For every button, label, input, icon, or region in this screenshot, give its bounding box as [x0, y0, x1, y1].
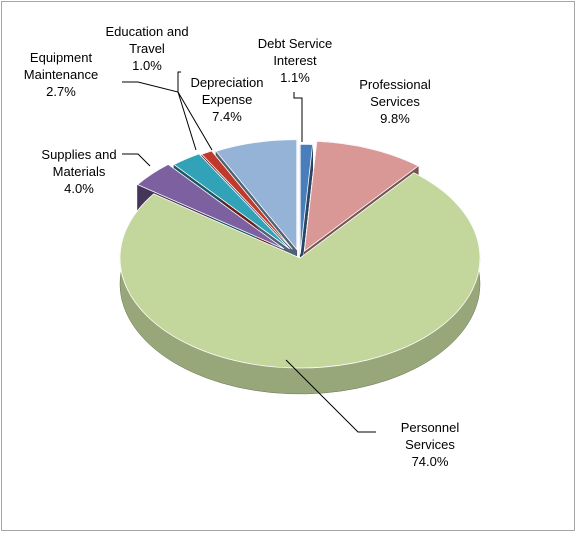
- slice-label-percent: 74.0%: [411, 454, 449, 469]
- slice-label-percent: 9.8%: [380, 111, 410, 126]
- slice-label-equipment-maintenance: Equipment Maintenance 2.7%: [6, 49, 116, 100]
- slice-label-name: Supplies and: [41, 147, 117, 162]
- slice-label-supplies-and-materials: Supplies and Materials 4.0%: [24, 146, 134, 197]
- slice-label-name: Personnel: [400, 420, 460, 435]
- slice-label-percent: 2.7%: [46, 84, 76, 99]
- leader-line-debt: [293, 92, 303, 142]
- pie-slice-equip: [173, 153, 290, 250]
- pie-slices: [119, 139, 481, 369]
- slice-label-name: Materials: [52, 164, 106, 179]
- slice-label-percent: 7.4%: [212, 109, 242, 124]
- leader-line-equip: [122, 81, 197, 151]
- slice-label-education-and-travel: Education and Travel 1.0%: [92, 23, 202, 74]
- slice-label-professional-services: Professional Services 9.8%: [345, 76, 445, 127]
- slice-label-percent: 4.0%: [64, 181, 94, 196]
- leader-lines: [122, 71, 376, 433]
- slice-label-name: Equipment: [29, 50, 93, 65]
- slice-label-percent: 1.1%: [280, 70, 310, 85]
- slice-label-name: Professional: [359, 77, 431, 92]
- slice-label-name: Interest: [273, 53, 317, 68]
- slice-label-name: Depreciation: [190, 75, 264, 90]
- slice-label-name: Debt Service: [257, 36, 333, 51]
- pie-slice-dep: [215, 139, 298, 251]
- slice-label-name: Education and: [105, 24, 189, 39]
- pie-slice-prof: [303, 140, 420, 252]
- leader-line-pers: [285, 359, 376, 433]
- slice-label-name: Services: [405, 437, 455, 452]
- slice-label-percent: 1.0%: [132, 58, 162, 73]
- slice-label-name: Services: [370, 94, 420, 109]
- leader-line-supp: [122, 153, 151, 167]
- pie-slice-edu: [201, 150, 293, 250]
- slice-label-depreciation-expense: Depreciation Expense 7.4%: [172, 74, 282, 125]
- pie-slice-debt: [299, 143, 314, 255]
- slice-label-name: Expense: [201, 92, 253, 107]
- slice-label-personnel-services: Personnel Services 74.0%: [380, 419, 480, 470]
- slice-label-name: Maintenance: [23, 67, 99, 82]
- leader-line-edu: [177, 71, 213, 151]
- pie-slice-pers: [119, 172, 481, 369]
- pie-slice-supp: [136, 163, 285, 250]
- slice-label-name: Travel: [129, 41, 165, 56]
- slice-label-debt-service-interest: Debt Service Interest 1.1%: [240, 35, 350, 86]
